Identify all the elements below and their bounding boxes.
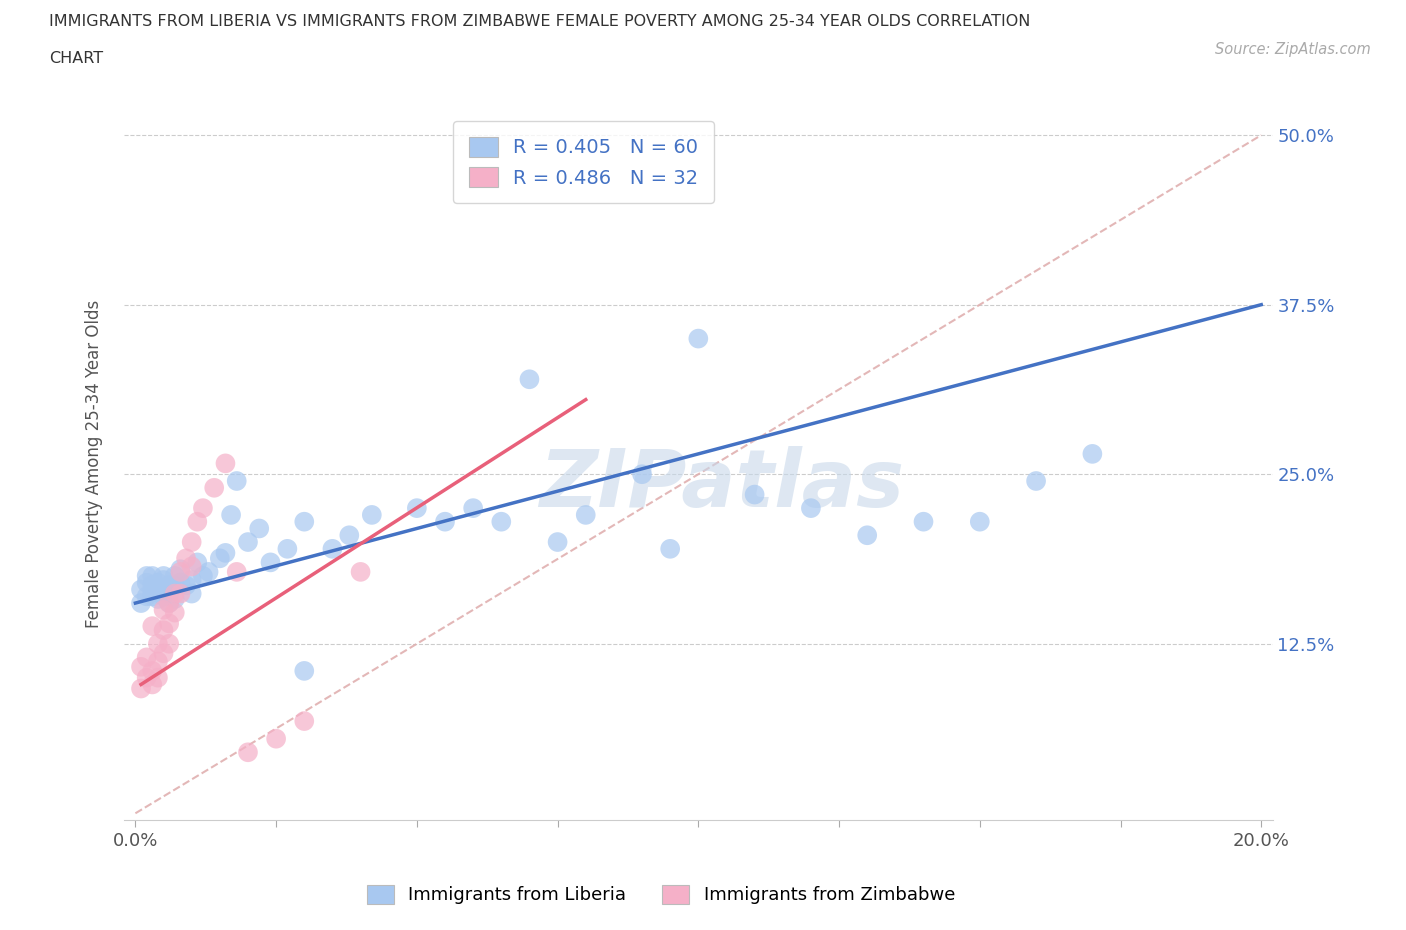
Point	[163, 578, 186, 593]
Y-axis label: Female Poverty Among 25-34 Year Olds: Female Poverty Among 25-34 Year Olds	[86, 299, 103, 628]
Point	[141, 589, 163, 604]
Point	[264, 731, 287, 746]
Point	[180, 586, 202, 601]
Point	[186, 555, 208, 570]
Point	[141, 568, 163, 583]
Point	[236, 535, 259, 550]
Point	[152, 582, 174, 597]
Point	[321, 541, 343, 556]
Point	[519, 372, 541, 387]
Text: ZIPatlas: ZIPatlas	[538, 446, 904, 525]
Point	[186, 514, 208, 529]
Point	[146, 636, 169, 651]
Point	[174, 551, 197, 565]
Point	[856, 528, 879, 543]
Point	[575, 508, 598, 523]
Point	[135, 568, 157, 583]
Point	[141, 585, 163, 600]
Point	[152, 573, 174, 588]
Point	[912, 514, 935, 529]
Point	[141, 578, 163, 593]
Point	[259, 555, 281, 570]
Point	[225, 565, 247, 579]
Point	[146, 576, 169, 591]
Point	[276, 541, 298, 556]
Point	[146, 654, 169, 669]
Point	[349, 565, 371, 579]
Point	[152, 603, 174, 618]
Point	[146, 582, 169, 597]
Point	[337, 528, 360, 543]
Point	[146, 671, 169, 685]
Text: Source: ZipAtlas.com: Source: ZipAtlas.com	[1215, 42, 1371, 57]
Point	[197, 565, 219, 579]
Point	[292, 514, 315, 529]
Point	[491, 514, 513, 529]
Point	[659, 541, 682, 556]
Point	[191, 500, 214, 515]
Point	[141, 677, 163, 692]
Point	[141, 618, 163, 633]
Point	[157, 586, 180, 601]
Point	[129, 595, 152, 610]
Point	[169, 576, 191, 591]
Point	[146, 591, 169, 606]
Point	[163, 605, 186, 620]
Point	[135, 650, 157, 665]
Point	[208, 551, 231, 565]
Point	[191, 568, 214, 583]
Point	[405, 500, 427, 515]
Legend: Immigrants from Liberia, Immigrants from Zimbabwe: Immigrants from Liberia, Immigrants from…	[360, 878, 962, 911]
Point	[247, 521, 270, 536]
Point	[129, 681, 152, 696]
Point	[174, 578, 197, 593]
Point	[214, 546, 236, 561]
Point	[969, 514, 991, 529]
Point	[180, 535, 202, 550]
Point	[157, 636, 180, 651]
Point	[1081, 446, 1104, 461]
Point	[163, 591, 186, 606]
Point	[360, 508, 382, 523]
Point	[152, 623, 174, 638]
Point	[1025, 473, 1047, 488]
Point	[180, 573, 202, 588]
Point	[169, 565, 191, 579]
Text: IMMIGRANTS FROM LIBERIA VS IMMIGRANTS FROM ZIMBABWE FEMALE POVERTY AMONG 25-34 Y: IMMIGRANTS FROM LIBERIA VS IMMIGRANTS FR…	[49, 14, 1031, 29]
Point	[152, 568, 174, 583]
Point	[169, 562, 191, 577]
Point	[214, 456, 236, 471]
Point	[152, 589, 174, 604]
Point	[744, 487, 766, 502]
Point	[129, 582, 152, 597]
Point	[157, 595, 180, 610]
Point	[157, 616, 180, 631]
Point	[157, 595, 180, 610]
Point	[236, 745, 259, 760]
Point	[157, 578, 180, 593]
Point	[547, 535, 569, 550]
Point	[434, 514, 457, 529]
Point	[219, 508, 242, 523]
Point	[292, 713, 315, 728]
Point	[800, 500, 823, 515]
Point	[129, 659, 152, 674]
Point	[631, 467, 654, 482]
Point	[688, 331, 710, 346]
Point	[135, 576, 157, 591]
Point	[135, 589, 157, 604]
Text: CHART: CHART	[49, 51, 103, 66]
Point	[202, 480, 225, 495]
Legend: R = 0.405   N = 60, R = 0.486   N = 32: R = 0.405 N = 60, R = 0.486 N = 32	[453, 121, 714, 203]
Point	[169, 586, 191, 601]
Point	[152, 645, 174, 660]
Point	[141, 663, 163, 678]
Point	[463, 500, 485, 515]
Point	[163, 586, 186, 601]
Point	[135, 671, 157, 685]
Point	[225, 473, 247, 488]
Point	[292, 663, 315, 678]
Point	[180, 559, 202, 574]
Point	[163, 568, 186, 583]
